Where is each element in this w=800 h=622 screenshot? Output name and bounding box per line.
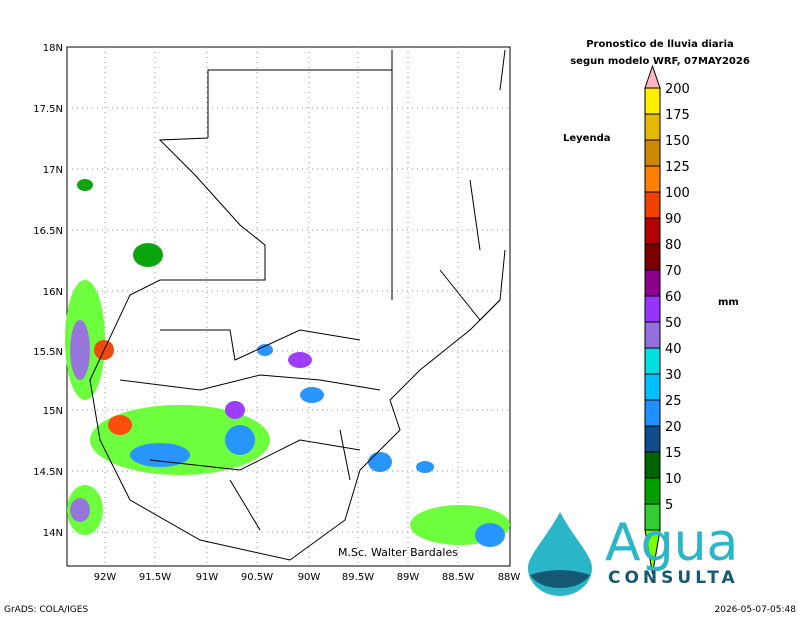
legend-label: Leyenda xyxy=(563,133,610,144)
lon-label: 91.5W xyxy=(139,572,171,583)
lat-label: 15N xyxy=(43,406,63,417)
lat-label: 15.5N xyxy=(33,347,63,358)
colorbar-segment xyxy=(644,139,661,167)
coast xyxy=(391,49,506,321)
lat-label: 17N xyxy=(43,165,63,176)
rain-area xyxy=(368,452,392,472)
colorbar-segment xyxy=(644,269,661,297)
colorbar-segment xyxy=(644,165,661,193)
logo-wave xyxy=(530,570,590,589)
title: Pronostico de lluvia diaria xyxy=(586,39,734,50)
lon-label: 92W xyxy=(94,572,117,583)
lon-label: 88W xyxy=(498,572,521,583)
colorbar-segment xyxy=(644,217,661,245)
colorbar-segment xyxy=(644,477,661,505)
colorbar-segment xyxy=(644,191,661,219)
rain-area xyxy=(257,344,273,356)
lon-label: 88.5W xyxy=(442,572,474,583)
rain-area xyxy=(133,243,163,267)
title: segun modelo WRF, 07MAY2026 xyxy=(570,56,750,67)
colorbar-segment xyxy=(644,321,661,349)
lon-label: 91W xyxy=(196,572,219,583)
colorbar-segment xyxy=(644,425,661,453)
rain-area xyxy=(108,415,132,435)
colorbar-label: 40 xyxy=(665,342,682,357)
lat-label: 16N xyxy=(43,287,63,298)
colorbar-segment xyxy=(644,399,661,427)
lon-label: 90.5W xyxy=(241,572,273,583)
colorbar-label: 25 xyxy=(665,394,682,409)
rain-areas xyxy=(65,179,510,547)
lat-label: 17.5N xyxy=(33,104,63,115)
lon-label: 89W xyxy=(397,572,420,583)
colorbar-label: 60 xyxy=(665,290,682,305)
lat-label: 14N xyxy=(43,528,63,539)
lat-label: 16.5N xyxy=(33,226,63,237)
footer-left: GrADS: COLA/IGES xyxy=(4,605,88,615)
lon-label: 89.5W xyxy=(342,572,374,583)
footer-right: 2026-05-07-05:48 xyxy=(715,605,797,615)
colorbar: 200 175 150 125 100 90 80 70 60 50 40 30 25 20 15 10 5 xyxy=(644,64,690,575)
colorbar-segment xyxy=(644,347,661,375)
colorbar-label: 70 xyxy=(665,264,682,279)
colorbar-segment xyxy=(644,295,661,323)
colorbar-label: 15 xyxy=(665,446,682,461)
logo: Agua CONSULTA xyxy=(528,512,739,596)
colorbar-top xyxy=(644,64,661,89)
credit: M.Sc. Walter Bardales xyxy=(338,546,458,559)
rain-area xyxy=(416,461,434,473)
colorbar-label: 175 xyxy=(665,108,690,123)
rain-area xyxy=(288,352,312,368)
colorbar-label: 100 xyxy=(665,186,690,201)
colorbar-label: 10 xyxy=(665,472,682,487)
colorbar-segment xyxy=(644,113,661,141)
rain-area xyxy=(300,387,324,403)
colorbar-label: 125 xyxy=(665,160,690,175)
borders xyxy=(89,49,506,561)
lat-label: 14.5N xyxy=(33,467,63,478)
rain-area xyxy=(475,523,505,547)
lon-label: 90W xyxy=(298,572,321,583)
colorbar-label: 200 xyxy=(665,82,690,97)
unit: mm xyxy=(718,297,739,308)
colorbar-segment xyxy=(644,243,661,271)
colorbar-label: 20 xyxy=(665,420,682,435)
colorbar-label: 80 xyxy=(665,238,682,253)
colorbar-segment xyxy=(644,451,661,479)
map-frame xyxy=(66,46,511,567)
rain-area xyxy=(70,498,90,522)
logo-sub: CONSULTA xyxy=(608,568,739,588)
rain-area xyxy=(70,320,90,380)
lat-label: 18N xyxy=(43,43,63,54)
department-borders xyxy=(119,329,381,531)
rain-area xyxy=(130,443,190,467)
colorbar-label: 30 xyxy=(665,368,682,383)
rain-area xyxy=(225,401,245,419)
colorbar-segment xyxy=(644,87,661,115)
colorbar-label: 5 xyxy=(665,498,673,513)
colorbar-label: 50 xyxy=(665,316,682,331)
colorbar-bottom xyxy=(644,529,661,575)
colorbar-label: 150 xyxy=(665,134,690,149)
colorbar-segment xyxy=(644,373,661,401)
colorbar-label: 90 xyxy=(665,212,682,227)
logo-word: Agua xyxy=(605,513,738,573)
rain-area xyxy=(225,425,255,455)
rain-area xyxy=(77,179,93,191)
